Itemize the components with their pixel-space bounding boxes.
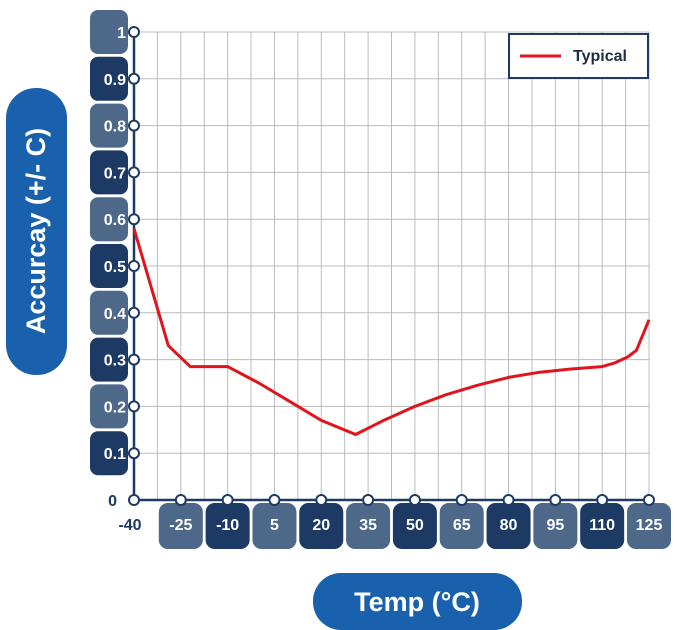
y-tick-label: 0.5	[104, 259, 126, 276]
y-tick-label: 0	[108, 493, 117, 510]
y-axis-marker	[128, 306, 140, 319]
series-lines	[132, 228, 651, 436]
y-tick-label: 0.6	[104, 212, 126, 229]
y-tick-pill	[90, 150, 128, 195]
x-axis-tick-labels: -40 -25 -10 5 20 35 50 65 80 95 110 125	[118, 503, 671, 549]
x-axis-marker	[268, 494, 281, 506]
x-axis-marker	[643, 494, 655, 506]
x-tick-label: -10	[216, 517, 239, 534]
x-tick-label: 80	[500, 517, 518, 534]
y-tick-label: 0.7	[104, 165, 126, 182]
y-axis-marker	[128, 353, 140, 366]
y-tick-pill	[90, 337, 128, 382]
y-tick-pill	[90, 103, 128, 148]
y-axis-marker	[128, 119, 140, 132]
x-tick-pill	[486, 503, 531, 549]
x-axis-marker	[596, 494, 609, 506]
y-tick-label: 0.4	[104, 306, 126, 323]
y-axis-marker	[128, 400, 140, 413]
series-line-typical	[132, 228, 651, 436]
x-tick-pill	[346, 503, 391, 549]
y-axis-marker	[128, 494, 140, 506]
x-axis-title-background	[313, 573, 522, 630]
x-axis-marker	[221, 494, 234, 506]
y-axis-marker	[128, 166, 140, 179]
x-axis-marker	[362, 494, 375, 506]
x-axis-title: Temp (°C)	[354, 587, 480, 617]
axes	[128, 26, 655, 506]
y-tick-pill	[90, 244, 128, 288]
x-tick-label: 5	[270, 517, 279, 534]
y-axis-marker	[128, 213, 140, 226]
x-tick-label: 35	[359, 517, 377, 534]
y-tick-pill	[90, 384, 128, 429]
x-axis-marker	[315, 494, 328, 506]
y-tick-label: 0.2	[104, 399, 126, 416]
x-tick-pill	[252, 503, 297, 549]
x-tick-label: 125	[636, 517, 663, 534]
x-tick-pill	[299, 503, 344, 549]
y-axis-title-background	[6, 88, 67, 375]
x-tick-label: 65	[453, 517, 471, 534]
x-tick-pill	[580, 503, 625, 549]
x-axis-marker	[549, 494, 562, 506]
x-tick-label: 50	[406, 517, 424, 534]
x-tick-pill	[205, 503, 250, 549]
legend-label-typical: Typical	[573, 48, 627, 65]
x-tick-pill	[439, 503, 484, 549]
x-tick-label: 95	[546, 517, 564, 534]
x-tick-label: -25	[169, 517, 192, 534]
y-tick-pill	[90, 56, 128, 101]
y-axis-title: Accurcay (+/- C)	[21, 128, 51, 334]
y-axis-title-pill: Accurcay (+/- C)	[6, 88, 67, 375]
grid-lines	[133, 31, 650, 501]
y-tick-pill	[90, 431, 128, 476]
x-tick-label: -40	[118, 517, 141, 534]
x-tick-label: 20	[312, 517, 330, 534]
y-axis-marker	[128, 26, 140, 38]
y-axis-marker	[128, 447, 140, 460]
x-tick-pill	[533, 503, 578, 549]
y-tick-pill	[90, 197, 128, 242]
y-axis-marker	[128, 72, 140, 85]
y-tick-label: 0.9	[104, 72, 126, 89]
x-axis-marker	[174, 494, 187, 506]
x-axis-title-pill: Temp (°C)	[313, 573, 522, 630]
legend: Typical	[508, 33, 649, 79]
x-tick-pill	[627, 503, 671, 549]
x-axis-marker	[502, 494, 515, 506]
y-tick-label: 0.3	[104, 353, 126, 370]
x-tick-pill	[392, 503, 437, 549]
y-tick-label: 1	[117, 25, 126, 42]
x-axis-marker	[408, 494, 421, 506]
y-axis-marker	[128, 260, 140, 272]
y-axis-tick-labels: 0 0.1 0.2 0.3 0.4 0.5 0.6 0.7 0.8 0.9 1	[90, 10, 128, 510]
x-tick-label: 110	[589, 517, 615, 534]
x-axis-marker	[455, 494, 468, 506]
y-tick-label: 0.1	[104, 446, 126, 463]
y-tick-pill	[90, 10, 128, 54]
y-tick-pill	[90, 290, 128, 335]
y-tick-label: 0.8	[104, 119, 126, 136]
x-tick-pill	[158, 503, 203, 549]
